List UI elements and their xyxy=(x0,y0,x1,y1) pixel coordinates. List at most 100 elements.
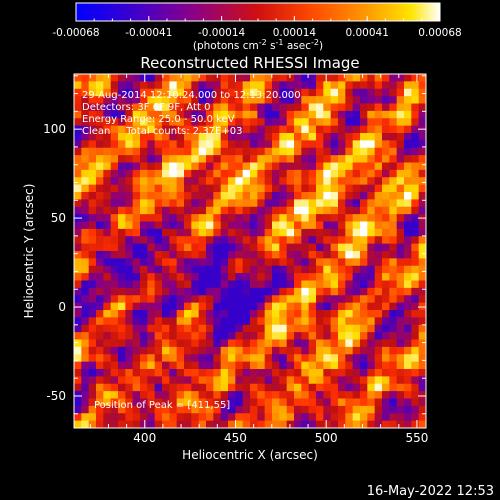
heatmap-cell xyxy=(184,317,192,326)
heatmap-cell xyxy=(257,280,266,289)
heatmap-cell xyxy=(308,383,317,392)
heatmap-cell xyxy=(147,413,156,422)
heatmap-cell xyxy=(125,177,134,186)
heatmap-cell xyxy=(404,413,412,422)
heatmap-cell xyxy=(264,140,273,149)
heatmap-cell xyxy=(316,140,324,149)
heatmap-cell xyxy=(279,177,288,186)
heatmap-cell xyxy=(367,405,376,414)
heatmap-cell xyxy=(360,398,368,407)
heatmap-cell xyxy=(360,221,368,230)
heatmap-cell xyxy=(367,302,376,311)
heatmap-cell xyxy=(286,118,295,127)
heatmap-cell xyxy=(257,251,266,259)
heatmap-cell xyxy=(228,376,236,385)
heatmap-cell xyxy=(88,332,97,340)
heatmap-cell xyxy=(228,103,236,112)
heatmap-cell xyxy=(125,420,134,429)
heatmap-cell xyxy=(294,228,302,237)
heatmap-cell xyxy=(286,228,295,237)
heatmap-cell xyxy=(418,398,427,407)
heatmap-cell xyxy=(316,413,324,422)
heatmap-cell xyxy=(140,391,148,399)
heatmap-cell xyxy=(338,221,346,230)
heatmap-cell xyxy=(374,169,383,178)
heatmap-cell xyxy=(147,383,156,392)
heatmap-cell xyxy=(396,221,405,230)
heatmap-cell xyxy=(235,258,244,267)
heatmap-cell xyxy=(242,324,251,333)
heatmap-cell xyxy=(74,405,82,414)
heatmap-cell xyxy=(162,376,170,385)
heatmap-cell xyxy=(169,280,178,289)
heatmap-cell xyxy=(235,339,244,348)
heatmap-cell xyxy=(308,118,317,127)
heatmap-cell xyxy=(382,162,390,171)
heatmap-cell xyxy=(191,369,200,377)
heatmap-cell xyxy=(396,332,405,340)
heatmap-cell xyxy=(74,81,82,90)
heatmap-cell xyxy=(316,88,324,97)
heatmap-cell xyxy=(301,184,310,193)
heatmap-cell xyxy=(125,155,134,163)
heatmap-cell xyxy=(404,74,412,82)
heatmap-cell xyxy=(81,192,90,200)
heatmap-cell xyxy=(250,81,258,90)
heatmap-cell xyxy=(228,280,236,289)
heatmap-cell xyxy=(228,162,236,171)
heatmap-cell xyxy=(103,133,112,141)
heatmap-cell xyxy=(301,302,310,311)
heatmap-cell xyxy=(396,147,405,156)
heatmap-cell xyxy=(103,310,112,318)
heatmap-cell xyxy=(389,398,398,407)
heatmap-cell xyxy=(301,74,310,82)
heatmap-cell xyxy=(81,317,90,326)
heatmap-cell xyxy=(228,169,236,178)
heatmap-cell xyxy=(250,169,258,178)
heatmap-cell xyxy=(418,258,427,267)
heatmap-cell xyxy=(264,199,273,208)
heatmap-cell xyxy=(206,192,214,200)
heatmap-cell xyxy=(74,88,82,97)
heatmap-cell xyxy=(125,162,134,171)
heatmap-cell xyxy=(147,199,156,208)
heatmap-cell xyxy=(213,354,222,363)
heatmap-cell xyxy=(308,376,317,385)
heatmap-cell xyxy=(125,317,134,326)
heatmap-cell xyxy=(264,398,273,407)
heatmap-cell xyxy=(154,398,163,407)
heatmap-cell xyxy=(88,361,97,370)
heatmap-cell xyxy=(74,354,82,363)
heatmap-cell xyxy=(125,206,134,215)
heatmap-cell xyxy=(162,361,170,370)
heatmap-cell xyxy=(250,324,258,333)
heatmap-cell xyxy=(147,243,156,252)
heatmap-cell xyxy=(367,251,376,259)
heatmap-cell xyxy=(308,339,317,348)
heatmap-cell xyxy=(184,383,192,392)
heatmap-cell xyxy=(125,147,134,156)
heatmap-cell xyxy=(184,420,192,429)
heatmap-cell xyxy=(125,214,134,222)
heatmap-cell xyxy=(213,295,222,304)
heatmap-cell xyxy=(88,169,97,178)
heatmap-cell xyxy=(411,133,420,141)
heatmap-cell xyxy=(294,339,302,348)
heatmap-cell xyxy=(382,265,390,274)
heatmap-cell xyxy=(154,324,163,333)
heatmap-cell xyxy=(162,140,170,149)
heatmap-cell xyxy=(389,155,398,163)
heatmap-cell xyxy=(404,310,412,318)
heatmap-cell xyxy=(374,287,383,296)
heatmap-cell xyxy=(147,162,156,171)
heatmap-cell xyxy=(316,324,324,333)
heatmap-cell xyxy=(316,332,324,340)
heatmap-cell xyxy=(411,96,420,104)
heatmap-cell xyxy=(169,273,178,281)
heatmap-cell xyxy=(118,398,126,407)
heatmap-cell xyxy=(352,103,361,112)
heatmap-cell xyxy=(250,258,258,267)
heatmap-cell xyxy=(279,184,288,193)
heatmap-cell xyxy=(162,206,170,215)
heatmap-cell xyxy=(345,295,354,304)
